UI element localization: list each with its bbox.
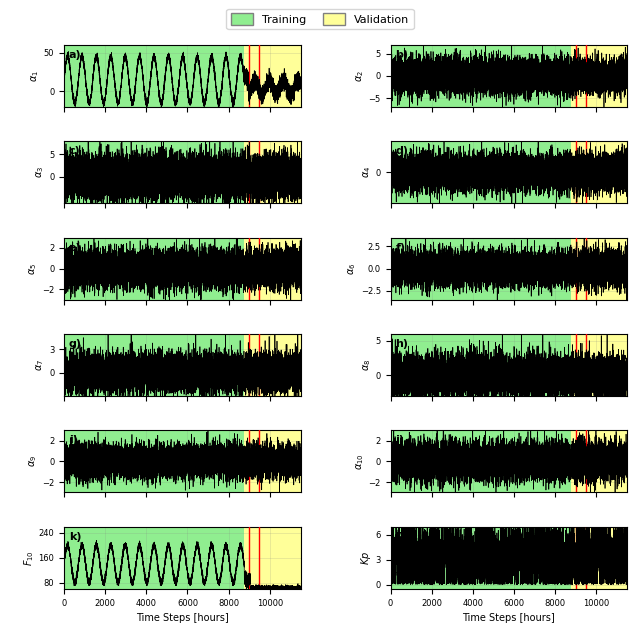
Bar [244, 430, 301, 492]
Y-axis label: $\alpha_3$: $\alpha_3$ [35, 166, 46, 179]
Bar [64, 45, 244, 107]
Y-axis label: $\alpha_2$: $\alpha_2$ [354, 70, 366, 82]
Bar [244, 527, 301, 589]
Bar [390, 334, 571, 396]
Bar [571, 334, 627, 396]
Text: c): c) [68, 146, 81, 156]
Bar [64, 237, 244, 300]
Text: k): k) [68, 532, 81, 541]
Bar [244, 237, 301, 300]
Y-axis label: $\alpha_8$: $\alpha_8$ [361, 359, 373, 371]
Bar [390, 237, 571, 300]
Bar [64, 141, 244, 204]
Bar [390, 45, 571, 107]
Text: d): d) [396, 146, 408, 156]
Text: l): l) [396, 532, 404, 541]
Bar [571, 430, 627, 492]
Text: i): i) [68, 435, 77, 445]
Y-axis label: $\alpha_1$: $\alpha_1$ [29, 70, 41, 82]
Bar [244, 45, 301, 107]
Y-axis label: $\alpha_6$: $\alpha_6$ [346, 262, 358, 275]
Y-axis label: $\alpha_{10}$: $\alpha_{10}$ [354, 453, 366, 470]
Text: g): g) [68, 339, 82, 349]
Bar [244, 334, 301, 396]
Text: h): h) [396, 339, 408, 349]
Y-axis label: $\alpha_4$: $\alpha_4$ [361, 166, 373, 179]
Bar [571, 141, 627, 204]
Bar [390, 430, 571, 492]
Bar [244, 141, 301, 204]
Y-axis label: $\alpha_9$: $\alpha_9$ [28, 455, 39, 467]
Bar [64, 527, 244, 589]
Bar [571, 527, 627, 589]
Bar [64, 334, 244, 396]
X-axis label: Time Steps [hours]: Time Steps [hours] [136, 613, 228, 623]
Bar [571, 237, 627, 300]
Y-axis label: $F_{10}$: $F_{10}$ [22, 550, 36, 566]
Text: e): e) [68, 243, 81, 253]
Bar [571, 45, 627, 107]
Y-axis label: $Kp$: $Kp$ [358, 550, 372, 564]
Y-axis label: $\alpha_7$: $\alpha_7$ [35, 359, 46, 371]
Text: j): j) [396, 435, 404, 445]
X-axis label: Time Steps [hours]: Time Steps [hours] [463, 613, 556, 623]
Text: b): b) [396, 50, 408, 60]
Bar [64, 430, 244, 492]
Legend: Training, Validation: Training, Validation [227, 9, 413, 29]
Text: a): a) [68, 50, 81, 60]
Bar [390, 141, 571, 204]
Bar [390, 527, 571, 589]
Y-axis label: $\alpha_5$: $\alpha_5$ [28, 262, 39, 275]
Text: f): f) [396, 243, 405, 253]
